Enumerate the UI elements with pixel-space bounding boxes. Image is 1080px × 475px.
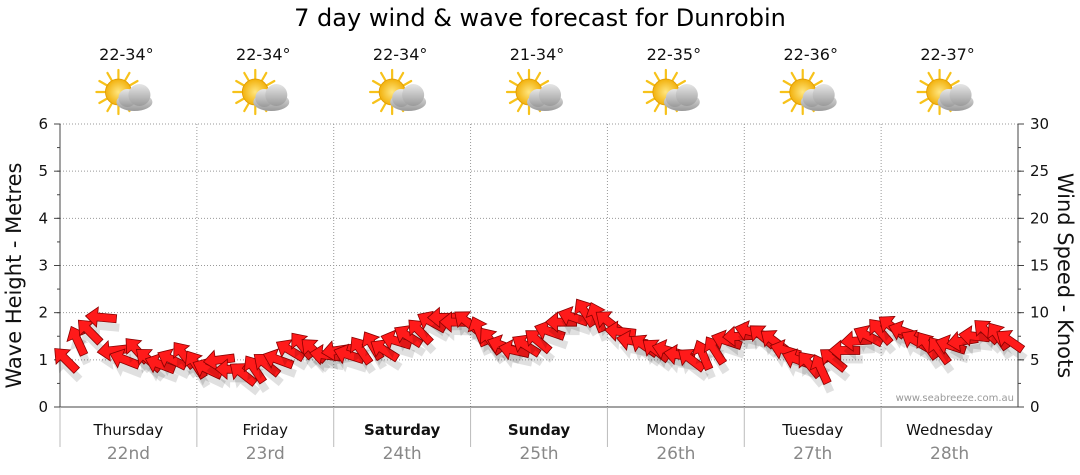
day-temperature: 21-34°	[510, 45, 565, 64]
wind-arrow	[534, 320, 566, 341]
day-name-label: Tuesday	[781, 421, 843, 439]
wind-arrow-shadow	[634, 344, 662, 367]
partly-cloudy-icon	[779, 68, 837, 116]
wind-arrow	[928, 336, 952, 366]
day-temperature: 22-34°	[236, 45, 291, 64]
wind-arrow	[77, 319, 104, 346]
wind-arrow-shadow	[823, 358, 851, 382]
right-tick-label: 0	[1030, 398, 1040, 416]
wind-arrow-shadow	[420, 320, 450, 342]
wind-arrow	[84, 306, 118, 328]
partly-cloudy-icon	[95, 68, 153, 116]
wind-arrow	[408, 319, 434, 346]
wind-arrow-shadow	[999, 339, 1028, 362]
wind-arrow	[109, 348, 141, 370]
wind-arrow-shadow	[266, 358, 297, 378]
day-date-label: 22nd	[107, 444, 150, 464]
day-temperature: 22-34°	[99, 45, 154, 64]
wind-arrow	[229, 363, 258, 387]
day-temperature: 22-37°	[920, 45, 975, 64]
wind-arrow-shadow	[233, 372, 261, 396]
wind-arrow-shadow	[785, 358, 817, 378]
wind-arrow	[820, 349, 848, 373]
wind-arrow	[394, 325, 424, 349]
day-name-label: Monday	[646, 421, 705, 439]
right-tick-label: 15	[1030, 257, 1049, 275]
wind-arrow	[525, 330, 553, 355]
wind-arrow-shadow	[279, 348, 309, 371]
wind-arrow-shadow	[515, 344, 545, 367]
wind-arrow-shadow	[753, 334, 780, 359]
partly-cloudy-icon	[642, 68, 700, 116]
day-name-label: Saturday	[364, 421, 441, 439]
left-tick-label: 3	[38, 257, 48, 275]
wind-arrow-shadow	[257, 363, 284, 387]
wind-arrow	[370, 339, 400, 363]
wind-arrow	[828, 339, 861, 362]
wind-arrow-shadow	[397, 334, 427, 357]
right-tick-label: 20	[1030, 209, 1049, 227]
wind-arrow	[202, 349, 236, 372]
watermark: www.seabreeze.com.au	[896, 393, 1014, 404]
day-temperature: 22-34°	[373, 45, 428, 64]
wind-arrow	[66, 325, 89, 357]
left-tick-label: 4	[38, 209, 48, 227]
day-date-label: 28th	[930, 444, 969, 464]
wind-arrow	[243, 355, 268, 385]
wind-arrow	[253, 353, 282, 378]
wind-arrow-shadow	[977, 329, 1004, 354]
day-date-label: 24th	[383, 444, 422, 464]
day-name-label: Thursday	[93, 421, 164, 439]
wind-arrow	[869, 319, 894, 347]
left-tick-label: 6	[38, 115, 48, 133]
wind-arrow-shadow	[857, 334, 887, 356]
left-tick-label: 5	[38, 162, 48, 180]
right-tick-label: 30	[1030, 115, 1049, 133]
day-temperature: 22-35°	[647, 45, 702, 64]
right-tick-label: 25	[1030, 162, 1049, 180]
day-date-label: 23rd	[246, 444, 285, 464]
chart-title: 7 day wind & wave forecast for Dunrobin	[294, 4, 786, 32]
wind-arrow-shadow	[113, 358, 144, 379]
partly-cloudy-icon	[232, 68, 290, 116]
wind-arrow-shadow	[528, 339, 556, 363]
wind-arrow	[54, 348, 81, 374]
right-axis-title: Wind Speed - Knots	[1053, 173, 1077, 378]
day-name-label: Friday	[243, 421, 289, 439]
day-date-label: 27th	[793, 444, 832, 464]
partly-cloudy-icon	[505, 68, 563, 116]
day-name-label: Wednesday	[906, 421, 993, 439]
wind-arrow	[96, 339, 129, 362]
wind-arrow-shadow	[160, 358, 191, 379]
left-tick-label: 2	[38, 304, 48, 322]
wind-arrow-shadow	[904, 339, 934, 361]
wind-arrow	[262, 348, 295, 370]
wind-arrow-shadow	[681, 358, 709, 382]
left-tick-label: 1	[38, 351, 48, 369]
wind-arrow-shadow	[646, 349, 674, 372]
day-date-label: 26th	[656, 444, 695, 464]
day-name-label: Sunday	[508, 421, 571, 439]
left-axis-title: Wave Height - Metres	[2, 163, 26, 389]
wind-arrow-shadow	[374, 348, 403, 371]
right-tick-label: 5	[1030, 351, 1040, 369]
wind-arrow-shadow	[148, 362, 179, 383]
partly-cloudy-icon	[369, 68, 427, 116]
day-date-label: 25th	[519, 444, 558, 464]
wind-arrow	[512, 334, 542, 358]
right-tick-label: 10	[1030, 304, 1049, 322]
wind-arrow	[350, 336, 374, 366]
wind-arrow-shadow	[196, 367, 226, 389]
wind-arrow	[996, 329, 1026, 354]
left-tick-label: 0	[38, 398, 48, 416]
partly-cloudy-icon	[916, 68, 974, 116]
day-temperature: 22-36°	[783, 45, 838, 64]
